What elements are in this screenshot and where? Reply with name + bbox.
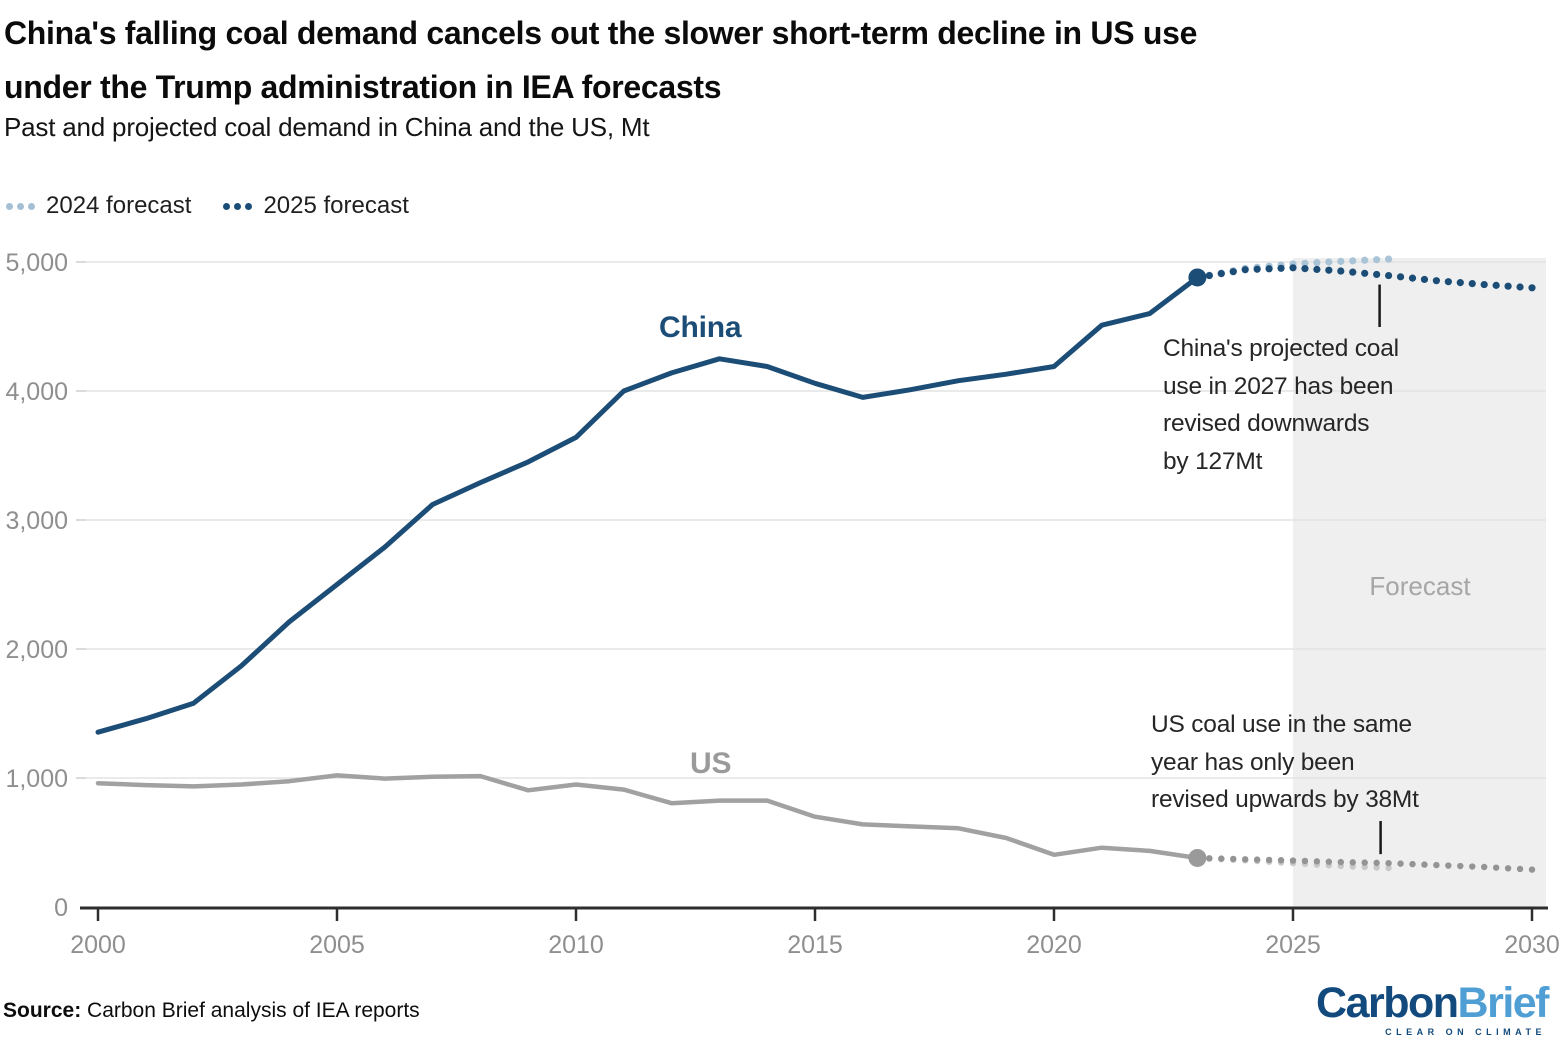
x-axis-tick-label: 2015: [787, 931, 843, 959]
source-label: Source:: [3, 999, 82, 1022]
us-line: [95, 773, 1200, 861]
china-series-label: China: [659, 311, 742, 344]
page-title: China's falling coal demand cancels out …: [4, 15, 1198, 105]
carbonbrief-logo: CarbonBrief CLEAR ON CLIMATE: [1316, 979, 1549, 1037]
legend-label: 2024 forecast: [46, 192, 192, 219]
china-forecast-annotation: China's projected coal use in 2027 has b…: [1163, 335, 1399, 475]
y-axis-tick-label: 0: [54, 894, 68, 922]
y-axis-tick-label: 4,000: [5, 378, 68, 406]
x-axis-tick-label: 2010: [548, 931, 604, 959]
legend: 2024 forecast 2025 forecast: [6, 192, 409, 220]
x-axis-tick-label: 2005: [309, 931, 365, 959]
carbonbrief-wordmark: CarbonBrief: [1316, 979, 1549, 1027]
us-2025-forecast-dots: [1206, 855, 1536, 873]
forecast-band: [1293, 258, 1546, 908]
source-text: Carbon Brief analysis of IEA reports: [81, 999, 420, 1022]
dotted-line-swatch-2025-icon: [223, 202, 253, 210]
us-series-label: US: [690, 747, 732, 780]
china-endpoint-dot: [1188, 268, 1207, 287]
y-axis-tick-label: 2,000: [5, 636, 68, 664]
us-endpoint-dot: [1188, 848, 1207, 867]
china-2025-forecast-dots: [1205, 264, 1536, 292]
legend-item-2025-forecast: 2025 forecast: [223, 192, 409, 220]
x-axis-tick-label: 2025: [1265, 931, 1321, 959]
china-line: [95, 275, 1200, 735]
dotted-line-swatch-2024-icon: [6, 202, 35, 210]
y-axis-tick-label: 5,000: [5, 249, 68, 277]
y-axis-tick-label: 3,000: [5, 507, 68, 535]
forecast-band-label: Forecast: [1369, 571, 1471, 601]
y-axis-tick-label: 1,000: [5, 765, 68, 793]
carbonbrief-tagline: CLEAR ON CLIMATE: [1385, 1027, 1546, 1037]
us-forecast-annotation: US coal use in the same year has only be…: [1151, 711, 1419, 813]
x-axis-tick-label: 2020: [1026, 931, 1082, 959]
legend-item-2024-forecast: 2024 forecast: [6, 192, 191, 220]
legend-label: 2025 forecast: [263, 192, 409, 219]
x-axis-tick-label: 2030: [1504, 931, 1560, 959]
page-subtitle: Past and projected coal demand in China …: [4, 112, 650, 142]
x-axis-tick-label: 2000: [70, 931, 126, 959]
source-note: Source: Carbon Brief analysis of IEA rep…: [3, 999, 420, 1023]
